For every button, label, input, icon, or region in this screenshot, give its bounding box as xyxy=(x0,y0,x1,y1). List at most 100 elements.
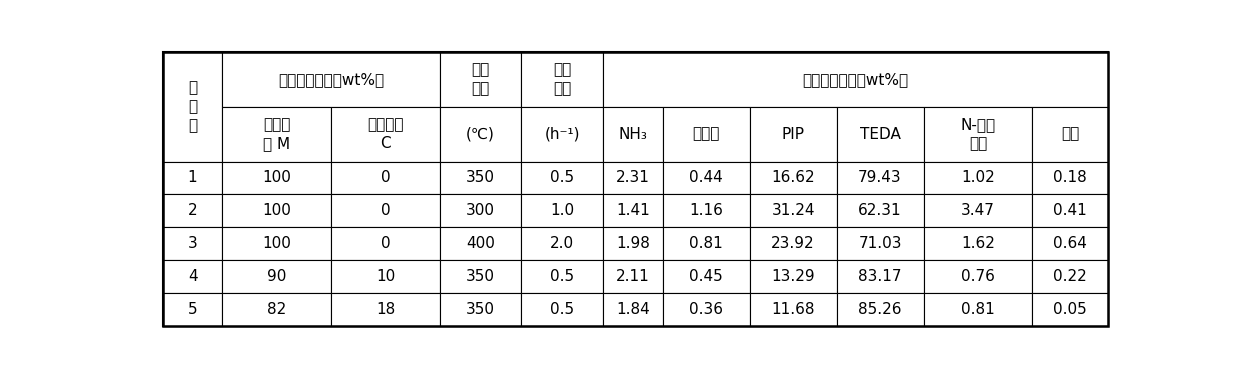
Bar xyxy=(603,293,662,326)
Text: 350: 350 xyxy=(466,171,495,186)
Text: 入口物流分布（wt%）: 入口物流分布（wt%） xyxy=(278,72,384,87)
Bar xyxy=(222,52,440,107)
Bar xyxy=(162,194,222,227)
Text: 3: 3 xyxy=(187,236,197,251)
Text: 4: 4 xyxy=(187,269,197,284)
Text: 0.5: 0.5 xyxy=(551,171,574,186)
Text: 0.44: 0.44 xyxy=(689,171,723,186)
Text: 1.41: 1.41 xyxy=(616,203,650,218)
Bar xyxy=(662,194,750,227)
Bar xyxy=(222,162,331,194)
Bar xyxy=(603,107,662,162)
Text: 18: 18 xyxy=(376,302,396,317)
Bar xyxy=(924,107,1032,162)
Bar xyxy=(521,194,603,227)
Bar xyxy=(1032,194,1109,227)
Bar xyxy=(662,162,750,194)
Text: 79.43: 79.43 xyxy=(858,171,901,186)
Bar xyxy=(924,260,1032,293)
Text: 1.62: 1.62 xyxy=(961,236,994,251)
Text: 0.5: 0.5 xyxy=(551,269,574,284)
Bar xyxy=(837,260,924,293)
Text: 0.81: 0.81 xyxy=(961,302,994,317)
Text: 0.5: 0.5 xyxy=(551,302,574,317)
Text: 100: 100 xyxy=(263,203,291,218)
Bar xyxy=(440,194,521,227)
Text: 2.0: 2.0 xyxy=(551,236,574,251)
Bar xyxy=(837,107,924,162)
Bar xyxy=(662,293,750,326)
Text: 0.76: 0.76 xyxy=(961,269,994,284)
Text: 0.36: 0.36 xyxy=(689,302,723,317)
Bar xyxy=(162,162,222,194)
Text: 出口物流分布（wt%）: 出口物流分布（wt%） xyxy=(802,72,909,87)
Text: 13.29: 13.29 xyxy=(771,269,815,284)
Text: 2.31: 2.31 xyxy=(616,171,650,186)
Bar xyxy=(837,194,924,227)
Bar xyxy=(521,52,603,107)
Text: 0: 0 xyxy=(381,203,391,218)
Bar xyxy=(1032,162,1109,194)
Bar xyxy=(331,194,440,227)
Text: NH₃: NH₃ xyxy=(619,127,647,142)
Bar xyxy=(331,293,440,326)
Text: 1.98: 1.98 xyxy=(616,236,650,251)
Text: 62.31: 62.31 xyxy=(858,203,901,218)
Bar xyxy=(521,162,603,194)
Text: 0.81: 0.81 xyxy=(689,236,723,251)
Bar xyxy=(331,260,440,293)
Text: 300: 300 xyxy=(466,203,495,218)
Bar xyxy=(331,162,440,194)
Text: 1.0: 1.0 xyxy=(551,203,574,218)
Text: 2: 2 xyxy=(187,203,197,218)
Bar xyxy=(662,107,750,162)
Text: 实
施
例: 实 施 例 xyxy=(188,80,197,134)
Bar xyxy=(603,227,662,260)
Bar xyxy=(924,194,1032,227)
Text: 0: 0 xyxy=(381,236,391,251)
Text: 1.84: 1.84 xyxy=(616,302,650,317)
Text: 82: 82 xyxy=(267,302,286,317)
Text: 1.16: 1.16 xyxy=(689,203,723,218)
Bar xyxy=(837,293,924,326)
Bar xyxy=(331,227,440,260)
Text: 0.64: 0.64 xyxy=(1053,236,1087,251)
Text: 2.11: 2.11 xyxy=(616,269,650,284)
Text: 0.45: 0.45 xyxy=(689,269,723,284)
Text: 5: 5 xyxy=(187,302,197,317)
Bar xyxy=(750,293,837,326)
Bar xyxy=(440,260,521,293)
Text: 16.62: 16.62 xyxy=(771,171,815,186)
Bar xyxy=(521,107,603,162)
Text: 350: 350 xyxy=(466,302,495,317)
Bar xyxy=(750,260,837,293)
Text: 3.47: 3.47 xyxy=(961,203,994,218)
Text: 循环物流
C: 循环物流 C xyxy=(367,117,404,151)
Text: 其他: 其他 xyxy=(1061,127,1079,142)
Bar xyxy=(603,260,662,293)
Bar xyxy=(162,260,222,293)
Text: TEDA: TEDA xyxy=(859,127,900,142)
Text: (℃): (℃) xyxy=(466,127,495,142)
Bar xyxy=(1032,260,1109,293)
Text: 100: 100 xyxy=(263,171,291,186)
Text: 83.17: 83.17 xyxy=(858,269,901,284)
Bar xyxy=(662,260,750,293)
Bar xyxy=(440,107,521,162)
Bar xyxy=(603,194,662,227)
Bar xyxy=(440,52,521,107)
Text: 23.92: 23.92 xyxy=(771,236,815,251)
Text: 0.05: 0.05 xyxy=(1054,302,1087,317)
Bar xyxy=(1032,107,1109,162)
Text: 0.18: 0.18 xyxy=(1054,171,1087,186)
Bar xyxy=(440,293,521,326)
Bar xyxy=(750,162,837,194)
Bar xyxy=(222,227,331,260)
Bar xyxy=(837,162,924,194)
Bar xyxy=(1032,293,1109,326)
Bar xyxy=(924,227,1032,260)
Bar xyxy=(222,260,331,293)
Bar xyxy=(521,260,603,293)
Bar xyxy=(662,227,750,260)
Text: 31.24: 31.24 xyxy=(771,203,815,218)
